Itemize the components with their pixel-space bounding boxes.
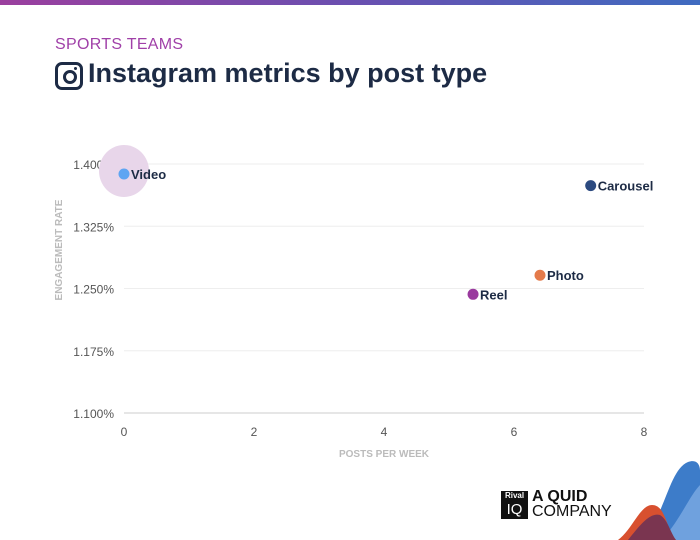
subtitle: SPORTS TEAMS bbox=[55, 36, 184, 53]
x-tick-label: 6 bbox=[511, 425, 518, 439]
x-tick-label: 2 bbox=[251, 425, 258, 439]
data-point-reel bbox=[467, 288, 479, 300]
y-tick-label: 1.325% bbox=[73, 220, 114, 234]
instagram-icon bbox=[55, 62, 83, 90]
x-tick-label: 4 bbox=[381, 425, 388, 439]
data-point-photo bbox=[534, 269, 546, 281]
x-axis-title: POSTS PER WEEK bbox=[339, 449, 430, 460]
y-axis-title: ENGAGEMENT RATE bbox=[54, 199, 65, 300]
data-label-photo: Photo bbox=[547, 268, 584, 283]
data-label-video: Video bbox=[131, 167, 166, 182]
data-label-carousel: Carousel bbox=[598, 179, 654, 194]
data-point-video bbox=[118, 168, 130, 180]
quid-tagline: A QUID COMPANY bbox=[532, 488, 612, 520]
y-tick-label: 1.175% bbox=[73, 345, 114, 359]
x-tick-label: 0 bbox=[121, 425, 128, 439]
data-point-carousel bbox=[585, 180, 597, 192]
top-accent-bar bbox=[0, 0, 700, 5]
y-tick-label: 1.250% bbox=[73, 283, 114, 297]
page-title: Instagram metrics by post type bbox=[88, 58, 488, 88]
data-label-reel: Reel bbox=[480, 287, 507, 302]
y-tick-label: 1.100% bbox=[73, 407, 114, 421]
x-tick-label: 8 bbox=[641, 425, 648, 439]
rival-iq-logo: Rival IQ bbox=[501, 491, 528, 519]
